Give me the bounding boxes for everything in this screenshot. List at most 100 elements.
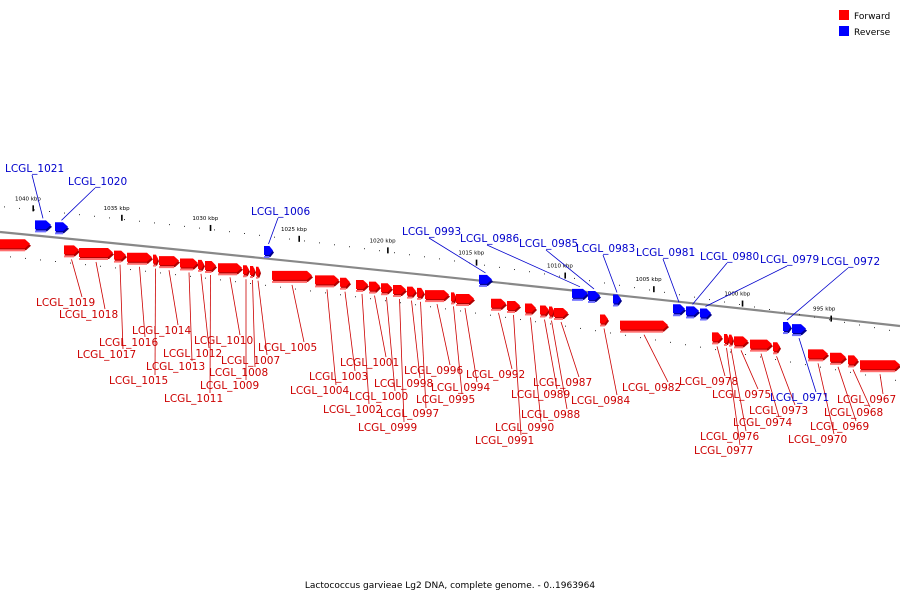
gene-arrow (729, 334, 733, 344)
leader-line (361, 293, 370, 405)
backbone-dot-upper (364, 248, 365, 250)
kbp-tick-label: 1035 kbp (104, 206, 130, 212)
gene-label: LCGL_1004 (290, 385, 349, 397)
backbone-dot-lower (700, 346, 701, 348)
leader-line (71, 259, 83, 298)
kbp-tick-mark (564, 272, 566, 279)
backbone-dot-upper (424, 256, 425, 258)
backbone-dot-upper (94, 215, 95, 217)
gene-arrow-highlight (407, 296, 413, 299)
kbp-tick: 1035 kbp (104, 206, 130, 221)
kbp-tick: 1020 kbp (370, 238, 396, 254)
backbone-dot-lower (175, 274, 176, 276)
kbp-tick: 1010 kbp (547, 264, 573, 279)
gene-feature-lcgl-1018 (79, 247, 114, 260)
backbone-dot-lower (295, 288, 296, 290)
gene-arrow-highlight (218, 273, 237, 276)
leader-line (643, 334, 669, 383)
backbone-dot-upper (334, 244, 335, 246)
backbone-dot-lower (490, 314, 491, 316)
kbp-tick-label: 1020 kbp (370, 238, 396, 244)
gene-label: LCGL_0996 (404, 365, 463, 377)
gene-arrow (808, 349, 828, 359)
gene-arrow (479, 274, 492, 284)
gene-arrow (700, 308, 711, 318)
gene-arrow (750, 339, 772, 349)
gene-arrow-highlight (243, 275, 247, 278)
backbone-dot-lower (820, 366, 821, 368)
backbone-dot-lower (205, 277, 206, 279)
leader-line (498, 312, 513, 370)
gene-arrow-highlight (600, 324, 605, 327)
backbone-dot-lower (235, 281, 236, 283)
backbone-dot-upper (754, 306, 755, 308)
backbone-dot-lower (145, 270, 146, 272)
kbp-tick-label: 1010 kbp (547, 264, 573, 270)
gene-arrow-highlight (808, 359, 823, 362)
backbone-dot-lower (25, 257, 26, 259)
gene-feature-lcgl-1011 (205, 260, 217, 273)
leader-line (436, 304, 451, 366)
leader-line (420, 301, 427, 409)
gene-features (0, 220, 900, 373)
backbone-dot-upper (439, 258, 440, 260)
backbone-dot-lower (265, 284, 266, 286)
gene-arrow-highlight (860, 370, 895, 373)
backbone-dot-upper (214, 229, 215, 231)
gene-arrow (340, 277, 350, 287)
backbone-dot-upper (544, 273, 545, 275)
gene-feature-lcgl-0996 (425, 290, 450, 303)
backbone-dot-lower (310, 290, 311, 292)
backbone-dot-lower (550, 323, 551, 325)
backbone-dot-upper (64, 212, 65, 214)
leader-line (428, 237, 486, 274)
gene-label: LCGL_0968 (824, 407, 883, 419)
gene-arrow-highlight (393, 294, 401, 297)
kbp-tick-label: 1015 kbp (458, 251, 484, 257)
backbone-dot-upper (709, 299, 710, 301)
leader-line (603, 328, 618, 396)
gene-label: LCGL_0985 (519, 238, 578, 250)
kbp-tick: 1000 kbp (724, 292, 751, 307)
kbp-tick: 1040 kbp (15, 196, 41, 212)
kbp-tick-mark (653, 286, 655, 293)
backbone-dot-upper (109, 217, 110, 219)
gene-arrow (369, 281, 380, 291)
gene-arrow-highlight (700, 318, 707, 321)
gene-arrow (407, 286, 416, 296)
gene-feature-lcgl-0993 (479, 274, 493, 287)
gene-label: LCGL_0999 (358, 422, 417, 434)
gene-label: LCGL_0995 (416, 394, 475, 406)
gene-label: LCGL_1020 (68, 176, 127, 188)
gene-feature-lcgl-1016 (127, 252, 153, 265)
gene-feature-lcgl-0999 (393, 284, 407, 297)
gene-arrow-highlight (315, 285, 334, 288)
kbp-tick-mark (475, 259, 478, 266)
leader-line (326, 289, 337, 386)
leader-line (252, 280, 256, 368)
gene-feature-lcgl-1021 (35, 220, 52, 233)
gene-arrow (620, 320, 668, 330)
gene-arrow (198, 259, 204, 269)
gene-feature-lcgl-0994 (456, 294, 475, 307)
gene-label: LCGL_0976 (700, 431, 759, 443)
gene-feature-lcgl-1005 (272, 270, 313, 283)
backbone-dot-upper (664, 291, 665, 293)
gene-feature-lcgl-0981 (673, 304, 686, 317)
backbone-dot-lower (100, 265, 101, 267)
backbone-dot-upper (784, 311, 785, 313)
gene-arrow (451, 292, 456, 302)
kbp-tick-mark (32, 205, 34, 212)
backbone-dot-upper (724, 301, 725, 303)
backbone-dot-lower (625, 334, 626, 336)
gene-label: LCGL_1010 (194, 335, 253, 347)
leader-line (726, 347, 741, 446)
gene-arrow (356, 279, 368, 289)
leader-line (716, 346, 726, 377)
gene-arrow-highlight (0, 249, 25, 252)
leader-line (776, 356, 796, 406)
gene-arrow-highlight (35, 230, 46, 233)
gene-arrow-highlight (554, 317, 563, 320)
kbp-tick-mark (387, 247, 389, 254)
gene-feature-lcgl-1003 (340, 277, 351, 290)
